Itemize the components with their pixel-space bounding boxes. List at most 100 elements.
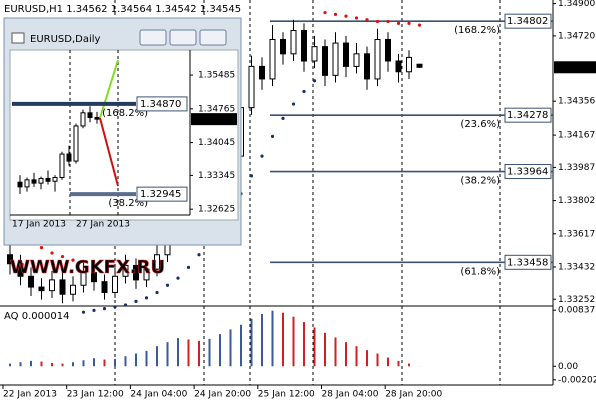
candle-body bbox=[112, 275, 118, 293]
y-tick-label: 1.34765 bbox=[198, 104, 235, 114]
sar-dot bbox=[50, 251, 54, 255]
sar-dot bbox=[144, 296, 149, 300]
sar-dot bbox=[312, 79, 317, 83]
y-tick-label: 1.33432 bbox=[558, 262, 595, 272]
fibo-pct: (61.8%) bbox=[460, 266, 500, 277]
y-tick-label: 1.32625 bbox=[198, 205, 235, 215]
candle-body bbox=[94, 117, 100, 120]
candle-body bbox=[343, 42, 349, 67]
x-tick-label: 24 Jan 04:00 bbox=[130, 390, 187, 400]
level-box bbox=[136, 186, 188, 202]
window-button[interactable] bbox=[139, 29, 167, 46]
sar-dot bbox=[60, 254, 65, 259]
candle-body bbox=[143, 268, 150, 281]
candle-body bbox=[49, 279, 55, 292]
sar-dot bbox=[260, 154, 264, 158]
candle-body bbox=[322, 46, 328, 76]
sar-dot bbox=[270, 134, 275, 138]
candle-body bbox=[59, 279, 66, 295]
x-tick-label: 25 Jan 12:00 bbox=[258, 390, 315, 400]
candle-body bbox=[154, 254, 160, 270]
level-label: 1.34802 bbox=[507, 16, 548, 27]
last-price-label: 1.34545 bbox=[196, 115, 233, 125]
fibo-pct: (23.6%) bbox=[460, 119, 500, 130]
candle-body bbox=[133, 265, 139, 281]
candle-body bbox=[416, 63, 423, 68]
level-label: 1.34278 bbox=[507, 110, 548, 121]
sar-dot bbox=[102, 306, 107, 311]
fibo-pct: (168.2%) bbox=[102, 108, 148, 119]
y-tick-label: 1.34720 bbox=[558, 31, 595, 41]
sar-dot bbox=[176, 276, 180, 280]
candle-body bbox=[301, 30, 307, 62]
y-tick-label: 1.34045 bbox=[198, 138, 235, 148]
last-price-box bbox=[191, 113, 237, 126]
candle-body bbox=[80, 272, 87, 286]
y-tick-label: -0.002021 bbox=[558, 375, 596, 385]
level-box bbox=[504, 254, 552, 270]
candle-body bbox=[52, 177, 58, 182]
x-tick-label: 17 Jan 2013 bbox=[12, 220, 66, 230]
candle-body bbox=[17, 181, 23, 188]
window-button[interactable] bbox=[199, 29, 227, 46]
y-tick-label: 1.33252 bbox=[558, 295, 595, 305]
y-tick-label: 1.35485 bbox=[198, 71, 235, 81]
y-tick-label: 1.34356 bbox=[558, 97, 595, 107]
candle-body bbox=[248, 65, 255, 109]
candle-body bbox=[122, 265, 129, 277]
fibo-pct: (38.2%) bbox=[460, 176, 500, 187]
candle-body bbox=[280, 38, 286, 55]
sar-dot bbox=[333, 12, 338, 16]
y-tick-label: 1.34167 bbox=[558, 131, 595, 141]
candle-body bbox=[406, 56, 412, 73]
level-box bbox=[504, 107, 552, 123]
window-button[interactable] bbox=[169, 29, 197, 46]
candle-body bbox=[269, 38, 276, 80]
candle-body bbox=[290, 30, 297, 55]
sar-dot bbox=[291, 102, 296, 106]
sar-dot bbox=[344, 14, 348, 18]
y-tick-label: 0.00 bbox=[558, 362, 578, 372]
x-tick-label: 28 Jan 20:00 bbox=[385, 390, 442, 400]
inset-title: EURUSD,Daily bbox=[30, 34, 101, 45]
candle-body bbox=[38, 177, 44, 184]
sar-dot bbox=[281, 116, 285, 121]
indicator-label: AQ 0.000014 bbox=[4, 311, 69, 322]
y-tick-label: 1.33802 bbox=[558, 196, 595, 206]
candle-body bbox=[70, 284, 76, 295]
last-price-label: 1.34545 bbox=[557, 63, 594, 73]
x-tick-label: 22 Jan 2013 bbox=[3, 390, 57, 400]
level-box bbox=[504, 13, 552, 29]
candle-body bbox=[374, 38, 381, 80]
candle-body bbox=[80, 112, 86, 127]
candle-body bbox=[259, 65, 265, 80]
candle-body bbox=[38, 286, 45, 292]
sar-dot bbox=[323, 10, 327, 15]
level-label: 1.33964 bbox=[507, 167, 548, 178]
sar-dot bbox=[81, 310, 86, 314]
candle-body bbox=[91, 272, 97, 283]
sar-dot bbox=[354, 16, 359, 20]
candle-body bbox=[311, 46, 318, 62]
sar-dot bbox=[407, 21, 411, 25]
sar-dot bbox=[249, 174, 254, 178]
sar-dot bbox=[155, 290, 159, 295]
candle-body bbox=[73, 125, 79, 162]
candle-body bbox=[17, 263, 24, 277]
sar-dot bbox=[113, 305, 117, 309]
level-label: 1.34870 bbox=[140, 99, 181, 110]
candle-body bbox=[332, 42, 339, 76]
fibo-pct: (38.2%) bbox=[108, 198, 148, 209]
sar-dot bbox=[123, 303, 128, 307]
y-tick-label: 1.34900 bbox=[558, 0, 595, 9]
candle-body bbox=[87, 112, 93, 118]
candle-body bbox=[66, 153, 72, 162]
sar-dot bbox=[92, 308, 96, 312]
inset-plot bbox=[9, 49, 239, 221]
level-label: 1.32945 bbox=[140, 189, 181, 200]
sar-dot bbox=[134, 299, 138, 304]
candle-body bbox=[395, 60, 402, 73]
x-tick-label: 23 Jan 12:00 bbox=[67, 390, 124, 400]
sar-dot bbox=[302, 89, 306, 94]
